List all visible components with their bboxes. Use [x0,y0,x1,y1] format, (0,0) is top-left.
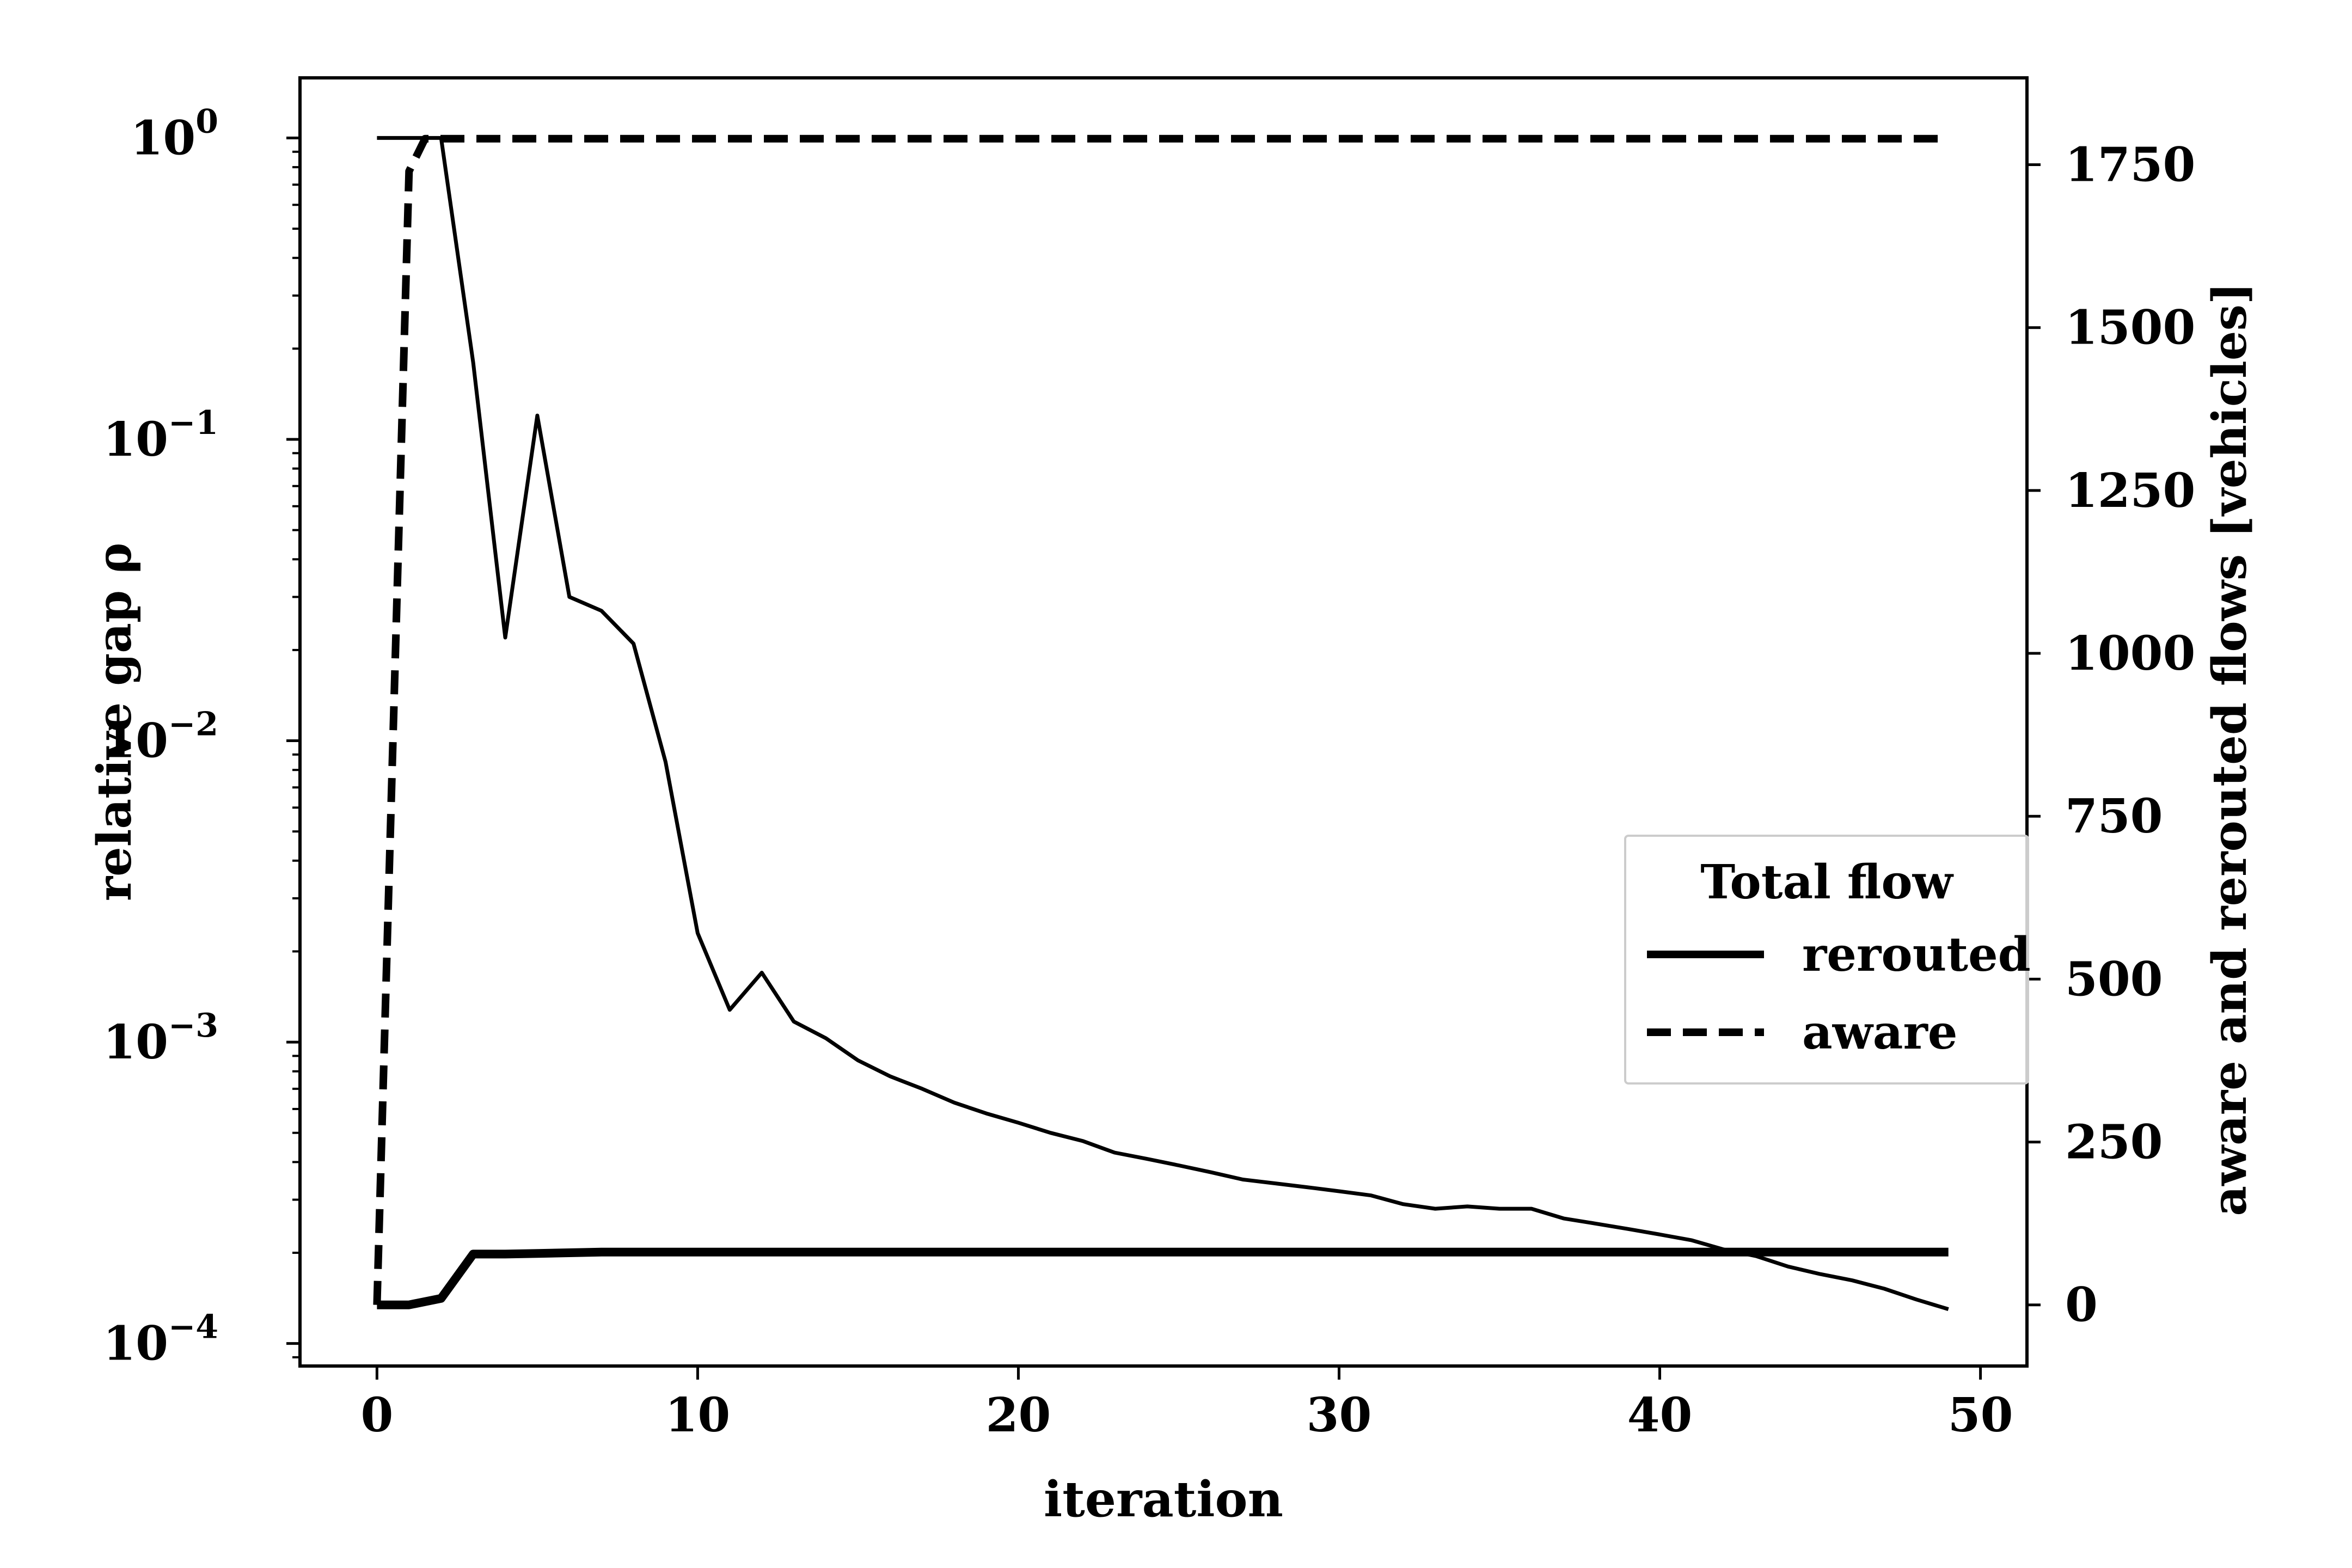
y-right-tick-label: 750 [2065,789,2163,844]
x-tick-label: 50 [1948,1388,2013,1443]
legend-label-aware: aware [1802,1005,1958,1060]
y-right-tick-label: 1500 [2065,301,2195,356]
x-tick-label: 20 [986,1388,1051,1443]
y-right-tick-label: 250 [2065,1115,2163,1170]
y-left-tick-label: 100 [131,102,218,166]
y-right-tick-label: 1750 [2065,138,2195,193]
x-tick-label: 40 [1627,1388,1693,1443]
legend-title: Total flow [1700,855,1953,910]
series-line-relative-gap [377,136,1949,1311]
legend: Total flow rerouted aware [1624,835,2031,1085]
legend-label-rerouted: rerouted [1802,927,2031,982]
series-line-aware [373,134,1949,1305]
x-tick-label: 0 [360,1388,393,1443]
plot-area [373,134,1949,1311]
legend-box [1624,835,2029,1085]
series-line-rerouted [377,1247,1949,1309]
y-left-axis-label: relative gap ρ [87,543,142,902]
plot-frame [298,76,2029,1368]
x-axis-label: iteration [1044,1471,1283,1528]
y-right-axis-label: aware and rerouted flows [vehicles] [2202,282,2257,1216]
x-tick-label: 30 [1307,1388,1372,1443]
y-left-tick-label: 10−3 [103,1007,218,1070]
x-tick-label: 10 [665,1388,731,1443]
y-right-tick-label: 1000 [2065,626,2195,681]
y-right-tick-label: 500 [2065,952,2163,1007]
y-right-tick-label: 1250 [2065,463,2195,518]
y-right-tick-label: 0 [2065,1278,2098,1333]
